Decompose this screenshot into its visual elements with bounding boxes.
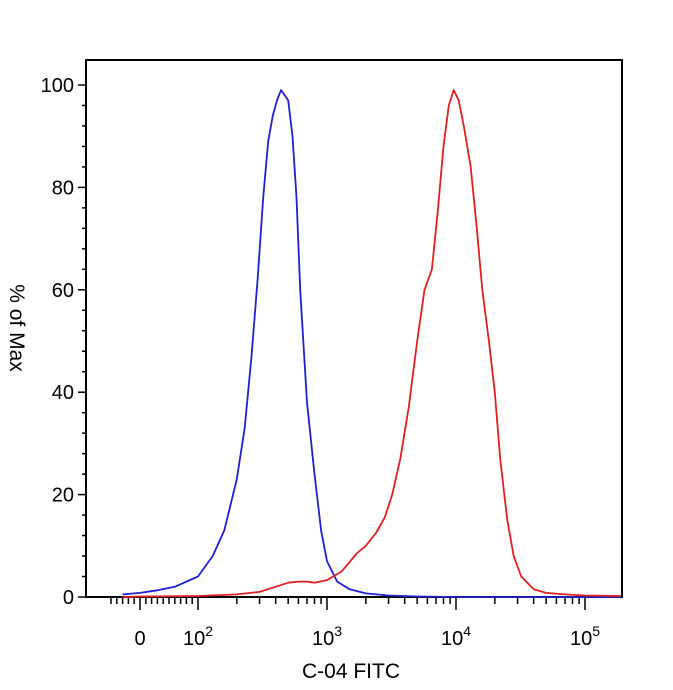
y-tick-label: 60 (52, 280, 74, 302)
y-tick-label: 0 (63, 587, 74, 609)
x-tick-label: 102 (183, 623, 213, 650)
y-tick-label: 40 (52, 382, 74, 404)
x-tick-label: 104 (441, 623, 471, 650)
x-axis-title: C-04 FITC (302, 660, 400, 683)
y-axis-ticks: 0 20 40 60 80 100 (41, 75, 86, 609)
series-layer (122, 89, 622, 598)
series-line-red (122, 89, 622, 598)
plot-frame (85, 59, 623, 598)
y-axis-title: % of Max (5, 284, 28, 372)
x-tick-label: 105 (570, 623, 600, 650)
series-line-blue (122, 89, 621, 598)
y-tick-label: 80 (52, 177, 74, 199)
x-tick-label: 103 (312, 623, 342, 650)
x-axis-ticks: 0 102 103 104 105 (110, 597, 600, 650)
y-tick-label: 20 (52, 485, 74, 507)
x-tick-label: 0 (134, 628, 145, 650)
y-tick-label: 100 (41, 75, 74, 97)
